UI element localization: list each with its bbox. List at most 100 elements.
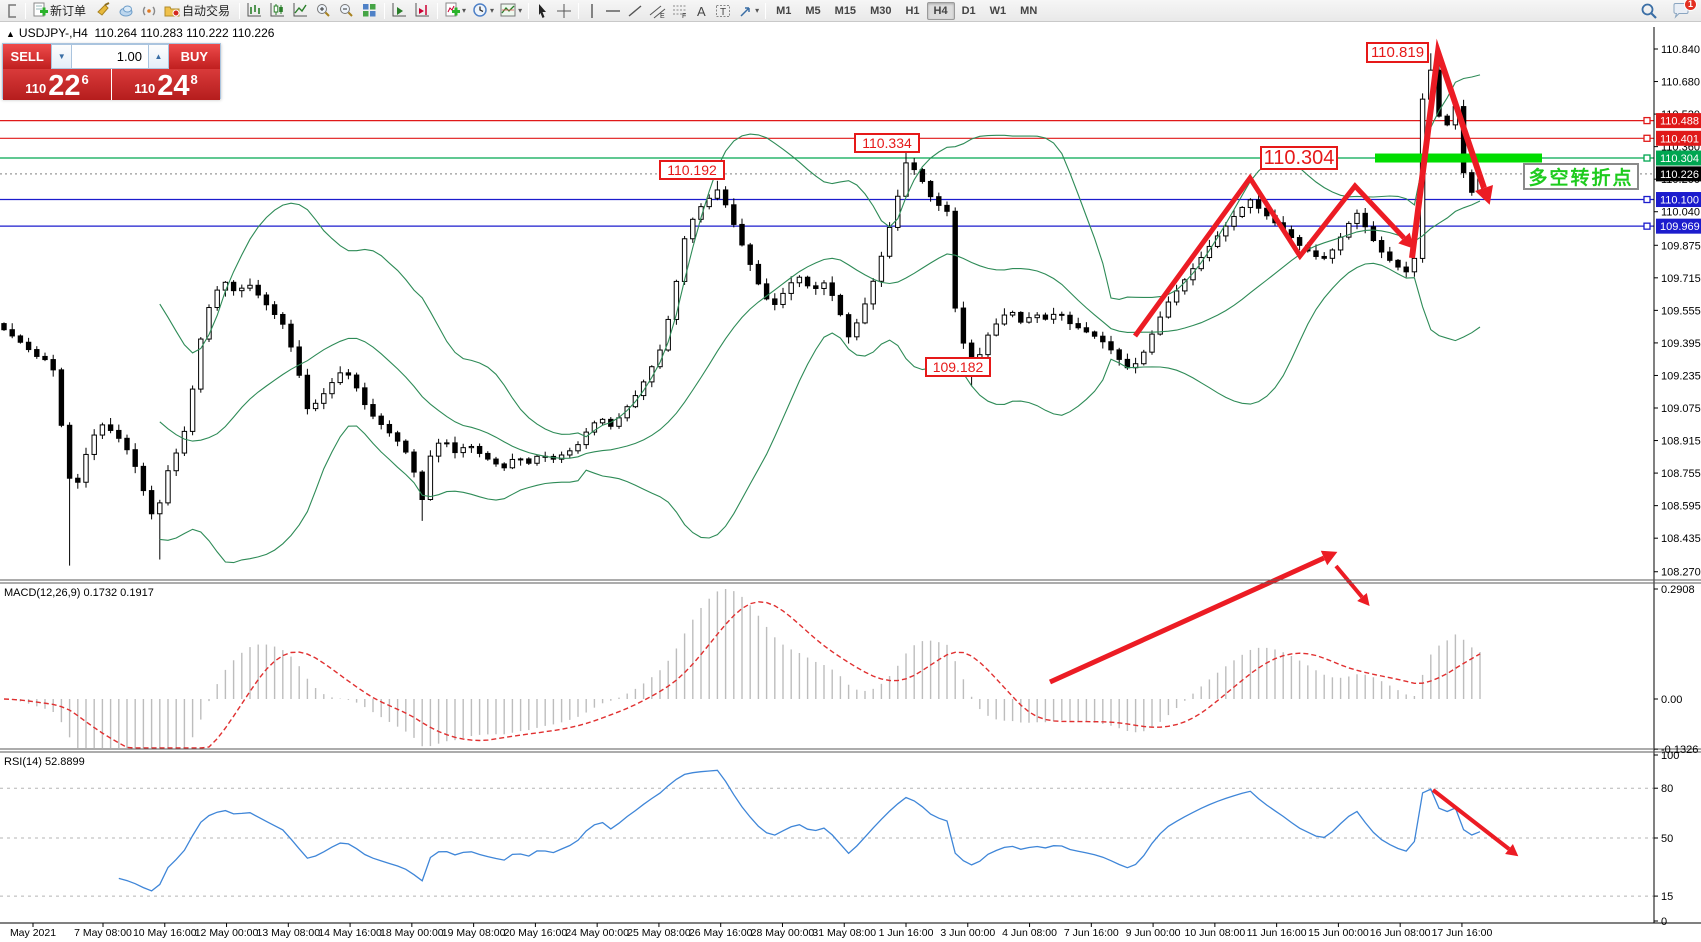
auto-scroll-button[interactable]	[388, 1, 411, 21]
timeframe-button-m1[interactable]: M1	[776, 4, 792, 17]
time-axis-label: 10 May 16:00	[133, 927, 197, 939]
text-button[interactable]: A	[692, 1, 712, 21]
candle-chart-button[interactable]	[266, 1, 289, 21]
line-chart-button[interactable]	[289, 1, 312, 21]
toolbar-separator	[384, 2, 386, 19]
tile-windows-icon	[361, 2, 378, 19]
time-axis-label: 26 May 16:00	[689, 927, 753, 939]
channel-button[interactable]: E	[646, 1, 669, 21]
timeframe-button-h1[interactable]: H1	[905, 4, 920, 17]
bar-chart-button[interactable]	[243, 1, 266, 21]
buy-button[interactable]: BUY	[168, 44, 221, 69]
price-tick-label: 108.435	[1661, 533, 1701, 545]
horizontal-line-icon	[605, 3, 621, 19]
chevron-down-icon: ▾	[490, 6, 495, 15]
sell-button[interactable]: SELL	[3, 44, 52, 69]
auto-scroll-icon	[391, 2, 408, 19]
price-callout-label[interactable]: 110.819	[1366, 42, 1429, 63]
cloud-button[interactable]	[115, 1, 138, 21]
price-marker-label: 110.304	[1660, 153, 1699, 165]
text-label-button[interactable]: T	[712, 1, 735, 21]
trendline-button[interactable]	[624, 1, 646, 21]
volume-increase-button[interactable]: ▲	[148, 44, 169, 69]
price-callout-label[interactable]: 110.192	[659, 160, 725, 180]
zoom-in-button[interactable]	[312, 1, 335, 21]
search-button[interactable]	[1637, 1, 1661, 21]
text-a-icon: A	[695, 3, 709, 19]
bollinger-lower-band	[159, 262, 1481, 564]
partial-chart-button[interactable]	[2, 1, 22, 21]
time-axis-label: 31 May 08:00	[812, 927, 876, 939]
sell-price-button[interactable]: 110 22 6	[3, 69, 111, 101]
rsi-axis-label: 100	[1661, 750, 1679, 762]
horizontal-line-button[interactable]	[602, 1, 624, 21]
collapse-triangle-icon[interactable]: ▲	[6, 29, 15, 39]
volume-input[interactable]	[72, 44, 149, 69]
signal-button[interactable]	[138, 1, 161, 21]
crosshair-button[interactable]	[553, 1, 575, 21]
templates-button[interactable]: ▾	[497, 1, 525, 21]
cursor-button[interactable]	[532, 1, 553, 21]
price-tick-label: 109.395	[1661, 338, 1701, 350]
zoom-out-button[interactable]	[335, 1, 358, 21]
time-axis-label: 9 Jun 00:00	[1126, 927, 1181, 939]
indicators-button[interactable]: ▾	[441, 1, 469, 21]
time-axis-label: 20 May 16:00	[504, 927, 568, 939]
notifications-button[interactable]: 1	[1669, 0, 1697, 21]
toolbar-separator	[25, 2, 26, 19]
new-order-icon	[32, 2, 49, 19]
toolbar-separator	[239, 2, 241, 19]
time-axis-label: 18 May 00:00	[380, 927, 444, 939]
auto-trading-icon	[164, 2, 181, 19]
arrows-button[interactable]: ▾	[735, 1, 762, 21]
trend-arrow	[1334, 564, 1370, 606]
turning-point-note[interactable]: 多空转折点	[1523, 163, 1639, 190]
price-callout-label[interactable]: 110.304	[1260, 146, 1338, 170]
fibonacci-button[interactable]: F	[669, 1, 692, 21]
volume-decrease-button[interactable]: ▼	[51, 44, 73, 69]
periods-button[interactable]: ▾	[469, 1, 497, 21]
svg-text:A: A	[697, 4, 706, 19]
new-order-button[interactable]: 新订单	[29, 1, 92, 21]
timeframe-button-w1[interactable]: W1	[989, 4, 1007, 17]
bar-chart-icon	[246, 2, 263, 19]
support-zone-bar[interactable]	[1375, 153, 1542, 163]
tile-windows-button[interactable]	[358, 1, 381, 21]
channel-icon: E	[649, 3, 666, 19]
timeframe-button-m30[interactable]: M30	[870, 4, 892, 17]
timeframe-button-m5[interactable]: M5	[805, 4, 821, 17]
price-marker-label: 110.488	[1660, 116, 1699, 128]
time-axis-label: 25 May 08:00	[627, 927, 691, 939]
trendline-icon	[627, 3, 643, 19]
toolbar-separator	[528, 2, 530, 19]
price-tick-label: 109.715	[1661, 273, 1701, 285]
chart-shift-icon	[414, 2, 431, 19]
timeframe-button-m15[interactable]: M15	[834, 4, 857, 17]
auto-trading-button[interactable]: 自动交易	[161, 1, 236, 21]
text-label-icon: T	[715, 3, 732, 19]
toolbar-separator	[765, 2, 767, 19]
timeframe-button-h4[interactable]: H4	[926, 1, 955, 20]
clock-icon	[472, 2, 489, 19]
rsi-line	[118, 769, 1481, 892]
fibonacci-icon: F	[672, 3, 689, 19]
broom-button[interactable]	[92, 1, 115, 21]
macd-label: MACD(12,26,9) 0.1732 0.1917	[4, 587, 154, 599]
toolbar-right-group: 1	[1637, 0, 1699, 21]
timeframe-button-d1[interactable]: D1	[961, 4, 976, 17]
price-callout-label[interactable]: 110.334	[854, 133, 920, 153]
trade-panel-prices: 110 22 6 110 24 8	[3, 69, 220, 101]
time-axis-label: 10 Jun 08:00	[1185, 927, 1246, 939]
buy-price-button[interactable]: 110 24 8	[112, 69, 220, 101]
price-callout-label[interactable]: 109.182	[925, 357, 991, 377]
price-tick-label: 110.840	[1661, 44, 1700, 56]
trend-arrow	[1132, 173, 1415, 338]
chart-title: ▲ USDJPY-,H4 110.264 110.283 110.222 110.…	[6, 26, 274, 40]
vertical-line-button[interactable]	[582, 1, 602, 21]
new-order-label: 新订单	[50, 4, 87, 18]
symbol-ohlc-text: USDJPY-,H4 110.264 110.283 110.222 110.2…	[18, 26, 275, 40]
timeframe-button-mn[interactable]: MN	[1020, 4, 1038, 17]
chart-shift-button[interactable]	[411, 1, 434, 21]
